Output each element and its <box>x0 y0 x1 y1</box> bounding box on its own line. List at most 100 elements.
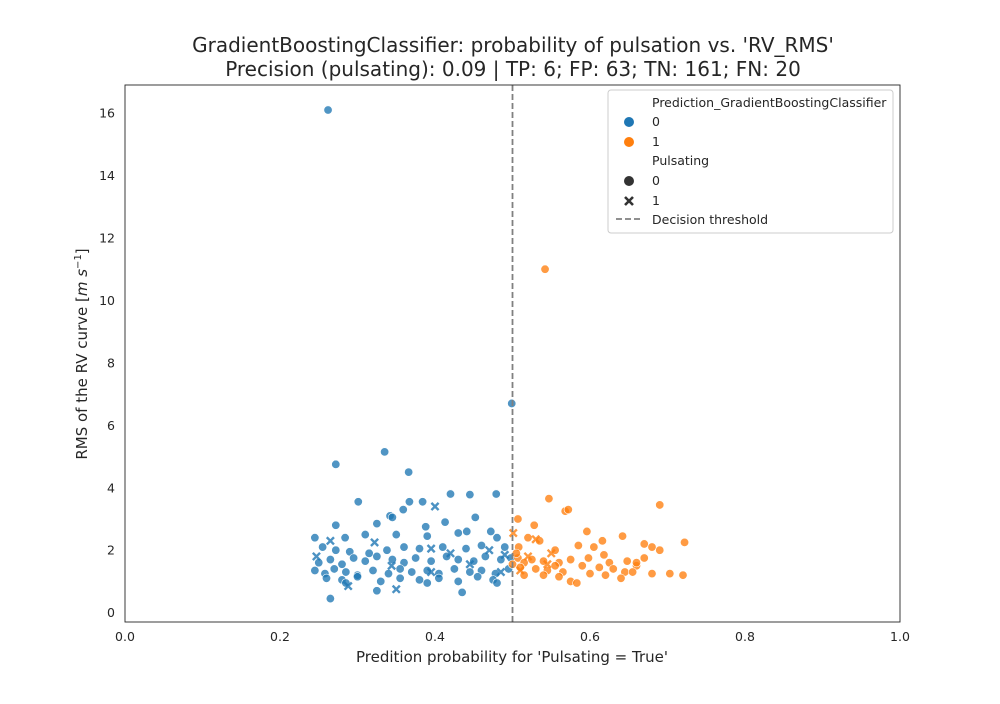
data-point-pulsating <box>426 544 436 554</box>
data-point <box>628 567 638 577</box>
data-point <box>360 530 370 540</box>
data-point <box>465 567 475 577</box>
x-tick-label: 0.8 <box>735 629 755 644</box>
data-point <box>434 573 444 583</box>
y-tick-label: 2 <box>107 543 115 558</box>
data-point <box>387 512 397 522</box>
data-point <box>398 505 408 515</box>
data-point <box>513 514 523 524</box>
y-axis-ticks: 0 2 4 6 8 10 12 14 16 <box>99 106 115 621</box>
x-tick-label: 1.0 <box>890 629 910 644</box>
data-point-pulsating <box>531 534 541 544</box>
data-point <box>414 575 424 585</box>
data-point <box>310 533 320 543</box>
data-point-pulsating <box>523 551 533 561</box>
data-point <box>492 578 502 588</box>
data-point <box>404 497 414 507</box>
data-point <box>680 537 690 547</box>
data-point <box>529 520 539 530</box>
data-point <box>422 531 432 541</box>
legend-style-1-label: 1 <box>652 193 660 208</box>
data-point <box>310 565 320 575</box>
data-point <box>599 550 609 560</box>
data-point <box>353 497 363 507</box>
y-tick-label: 16 <box>99 106 115 121</box>
data-point <box>461 544 471 554</box>
y-axis-label: RMS of the RV curve [m s−1] <box>73 248 91 459</box>
data-point <box>453 528 463 538</box>
data-point <box>531 564 541 574</box>
data-point <box>554 572 564 582</box>
data-point <box>594 562 604 572</box>
data-point <box>372 551 382 561</box>
data-point <box>583 553 593 563</box>
data-point <box>411 553 421 563</box>
data-point <box>492 533 502 543</box>
data-point <box>572 578 582 588</box>
data-point <box>383 569 393 579</box>
data-point-pulsating <box>426 567 436 577</box>
chart-subtitle: Precision (pulsating): 0.09 | TP: 6; FP:… <box>225 57 801 81</box>
data-point <box>597 536 607 546</box>
data-point <box>655 545 665 555</box>
data-point <box>608 564 618 574</box>
data-point <box>372 519 382 529</box>
data-point <box>323 105 333 115</box>
data-point <box>473 572 483 582</box>
data-point-pulsating <box>508 528 518 538</box>
data-point <box>325 594 335 604</box>
data-point <box>422 578 432 588</box>
data-point <box>364 548 374 558</box>
data-point <box>438 542 448 552</box>
data-point <box>589 542 599 552</box>
data-point <box>341 567 351 577</box>
data-point <box>665 569 675 579</box>
data-point-pulsating <box>387 561 397 571</box>
data-point <box>470 512 480 522</box>
data-point <box>340 533 350 543</box>
data-point <box>486 526 496 536</box>
data-point <box>639 553 649 563</box>
data-point <box>566 555 576 565</box>
data-point-pulsating <box>542 559 552 569</box>
data-point <box>331 545 341 555</box>
y-axis-label-units: m s <box>73 269 91 296</box>
legend-style-1-marker <box>624 196 634 206</box>
data-point <box>325 555 335 565</box>
data-point <box>318 542 328 552</box>
data-point-pulsating <box>500 550 510 560</box>
x-tick-label: 0.2 <box>270 629 290 644</box>
data-point <box>655 500 665 510</box>
y-tick-label: 4 <box>107 480 115 495</box>
legend: Prediction_GradientBoostingClassifier 0 … <box>607 89 894 234</box>
data-point <box>616 573 626 583</box>
x-tick-label: 0.4 <box>425 629 445 644</box>
data-point <box>418 497 428 507</box>
legend-hue-1-label: 1 <box>652 134 660 149</box>
legend-hue-1-marker <box>624 137 634 147</box>
data-point <box>577 561 587 571</box>
legend-style-0-label: 0 <box>652 173 660 188</box>
data-point <box>321 573 331 583</box>
data-point <box>449 564 459 574</box>
data-point <box>382 545 392 555</box>
x-tick-label: 0.0 <box>115 629 135 644</box>
y-axis-label-suffix: ] <box>73 248 91 254</box>
data-point <box>544 494 554 504</box>
data-point-pulsating <box>311 551 321 561</box>
legend-threshold-label: Decision threshold <box>652 212 768 227</box>
data-point <box>523 533 533 543</box>
legend-box <box>607 89 894 234</box>
data-point-pulsating <box>446 548 455 558</box>
data-point-pulsating <box>325 536 335 546</box>
data-point <box>453 555 463 565</box>
x-tick-label: 0.6 <box>580 629 600 644</box>
data-point <box>631 558 641 568</box>
data-point <box>585 569 595 579</box>
chart-title: GradientBoostingClassifier: probability … <box>192 33 834 57</box>
data-point <box>647 569 657 579</box>
data-point <box>426 556 436 566</box>
data-point <box>647 542 657 552</box>
y-tick-label: 10 <box>99 293 115 308</box>
